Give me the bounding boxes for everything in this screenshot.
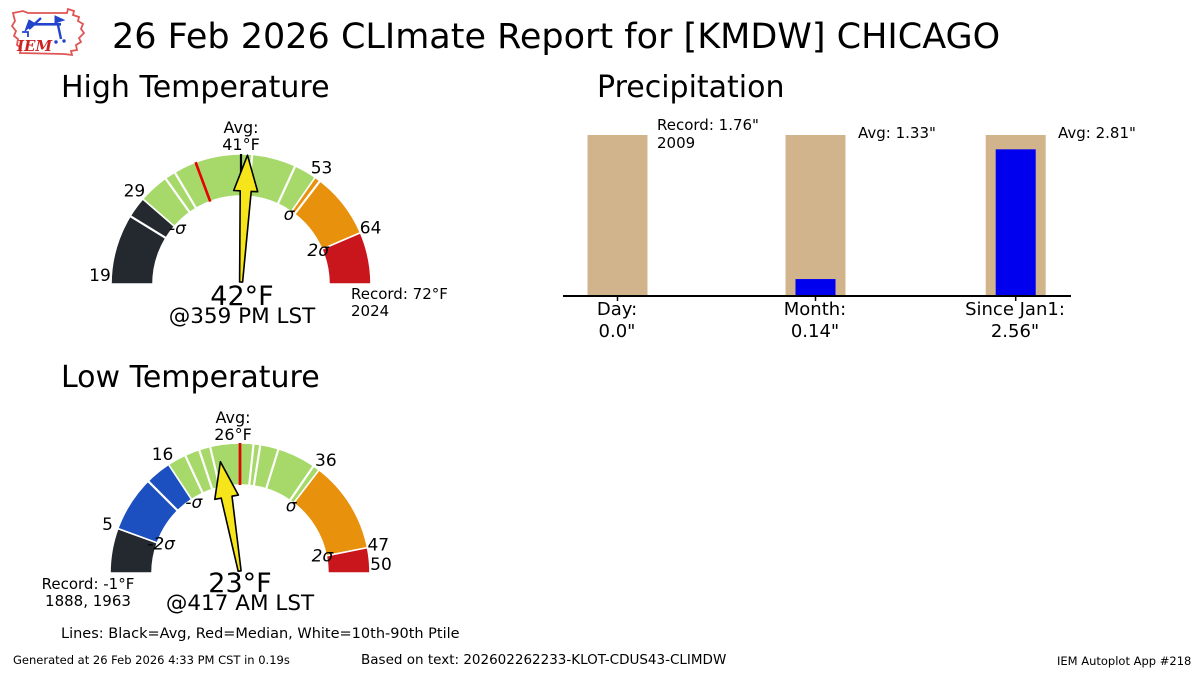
high-current-value: 42°F bbox=[210, 281, 274, 312]
lines-legend-note: Lines: Black=Avg, Red=Median, White=10th… bbox=[61, 626, 460, 642]
high-gauge-median-line bbox=[194, 161, 212, 203]
high-gauge-tick-label: 64 bbox=[360, 218, 382, 238]
low-gauge-percentile-line bbox=[265, 448, 280, 490]
precip-year-label: Since Jan1: 2.56" bbox=[930, 299, 1100, 343]
low-gauge-sigma-label: 2σ bbox=[312, 547, 335, 567]
high-gauge-percentile-line bbox=[293, 180, 321, 215]
page-title: 26 Feb 2026 CLImate Report for [KMDW] CH… bbox=[112, 17, 1001, 57]
low-record-callout: Record: -1°F 1888, 1963 bbox=[36, 576, 140, 609]
high-gauge-percentile-line bbox=[164, 177, 191, 214]
precip-day-label-value: 0.0" bbox=[598, 321, 636, 342]
precip-value-bar bbox=[795, 279, 836, 296]
high-record-line2: 2024 bbox=[351, 301, 390, 320]
low-gauge-tick-label: 36 bbox=[315, 451, 337, 471]
precip-month-annotation: Avg: 1.33" bbox=[858, 124, 936, 142]
high-gauge-needle bbox=[232, 154, 259, 283]
high-gauge-tick-label: 19 bbox=[89, 266, 111, 286]
precip-year-label-value: 2.56" bbox=[990, 321, 1040, 342]
precip-reference-bar bbox=[587, 135, 648, 296]
low-gauge-tick-label: 50 bbox=[370, 555, 392, 575]
footer-based-on-text: Based on text: 202602262233-KLOT-CDUS43-… bbox=[361, 652, 727, 668]
high-avg-callout: Avg: 41°F bbox=[191, 119, 291, 153]
high-gauge-sigma-label: 2σ bbox=[307, 241, 330, 261]
low-gauge-needle bbox=[214, 460, 242, 573]
low-gauge-tick-label: 47 bbox=[367, 535, 389, 555]
low-gauge-tick-label: 16 bbox=[152, 445, 174, 465]
low-record-line1: Record: -1°F bbox=[41, 575, 135, 593]
high-gauge-tick-label: 53 bbox=[311, 158, 333, 178]
low-gauge-tick-label: 5 bbox=[102, 515, 113, 535]
footer-generated-at: Generated at 26 Feb 2026 4:33 PM CST in … bbox=[13, 653, 290, 667]
high-avg-callout-line2: 41°F bbox=[222, 135, 260, 154]
low-gauge-percentile-line bbox=[184, 454, 204, 494]
precip-day-label: Day: 0.0" bbox=[532, 299, 702, 343]
precip-year-label-title: Since Jan1: bbox=[965, 299, 1065, 320]
high-gauge-percentile-line bbox=[173, 171, 198, 209]
iem-logo: IEM bbox=[10, 7, 86, 57]
precip-month-label: Month: 0.14" bbox=[730, 299, 900, 343]
low-avg-callout: Avg: 26°F bbox=[183, 409, 283, 443]
low-current-value: 23°F bbox=[208, 568, 272, 599]
precip-value-bar bbox=[995, 149, 1036, 296]
precip-month-label-value: 0.14" bbox=[790, 321, 840, 342]
precip-day-annotation-line1: Record: 1.76" bbox=[657, 116, 759, 134]
high-gauge-percentile-line bbox=[276, 165, 297, 205]
low-gauge-segment-red bbox=[325, 546, 371, 574]
footer-app-id: IEM Autoplot App #218 bbox=[1057, 654, 1192, 668]
precip-year-annotation: Avg: 2.81" bbox=[1058, 124, 1136, 142]
high-gauge-sigma-label: -σ bbox=[169, 219, 187, 239]
precip-month-label-title: Month: bbox=[783, 299, 847, 320]
low-avg-callout-line1: Avg: bbox=[215, 408, 251, 427]
low-temp-heading: Low Temperature bbox=[61, 360, 320, 395]
high-gauge-percentile-line bbox=[129, 215, 167, 239]
low-avg-callout-line2: 26°F bbox=[214, 425, 252, 444]
high-gauge-segment-red bbox=[320, 231, 372, 285]
low-record-line2: 1888, 1963 bbox=[45, 591, 131, 610]
low-obs-time: @417 AM LST bbox=[165, 591, 315, 616]
precip-day-annotation: Record: 1.76" 2009 bbox=[657, 116, 759, 152]
iem-logo-text: IEM bbox=[16, 37, 52, 55]
precip-heading: Precipitation bbox=[597, 70, 785, 105]
high-gauge-sigma-label: σ bbox=[284, 205, 296, 225]
low-gauge-sigma-label: -σ bbox=[185, 493, 203, 513]
high-record-callout: Record: 72°F 2024 bbox=[351, 286, 448, 319]
high-record-line1: Record: 72°F bbox=[351, 285, 448, 303]
low-gauge-percentile-line bbox=[248, 443, 255, 486]
low-gauge-percentile-line bbox=[252, 444, 262, 487]
low-gauge-sigma-label: -2σ bbox=[147, 534, 176, 554]
precip-reference-bar bbox=[785, 135, 846, 296]
high-avg-callout-line1: Avg: bbox=[223, 118, 259, 137]
high-obs-time: @359 PM LST bbox=[168, 304, 316, 329]
high-temp-heading: High Temperature bbox=[61, 70, 330, 105]
low-gauge-percentile-line bbox=[147, 480, 179, 512]
weather-station-icon bbox=[22, 15, 66, 44]
low-gauge-percentile-line bbox=[288, 465, 315, 502]
precip-day-annotation-line2: 2009 bbox=[657, 133, 696, 152]
high-gauge-tick-label: 29 bbox=[124, 182, 146, 202]
low-gauge-sigma-label: σ bbox=[286, 496, 298, 516]
precip-day-label-title: Day: bbox=[596, 299, 638, 320]
low-gauge-percentile-line bbox=[198, 449, 214, 490]
